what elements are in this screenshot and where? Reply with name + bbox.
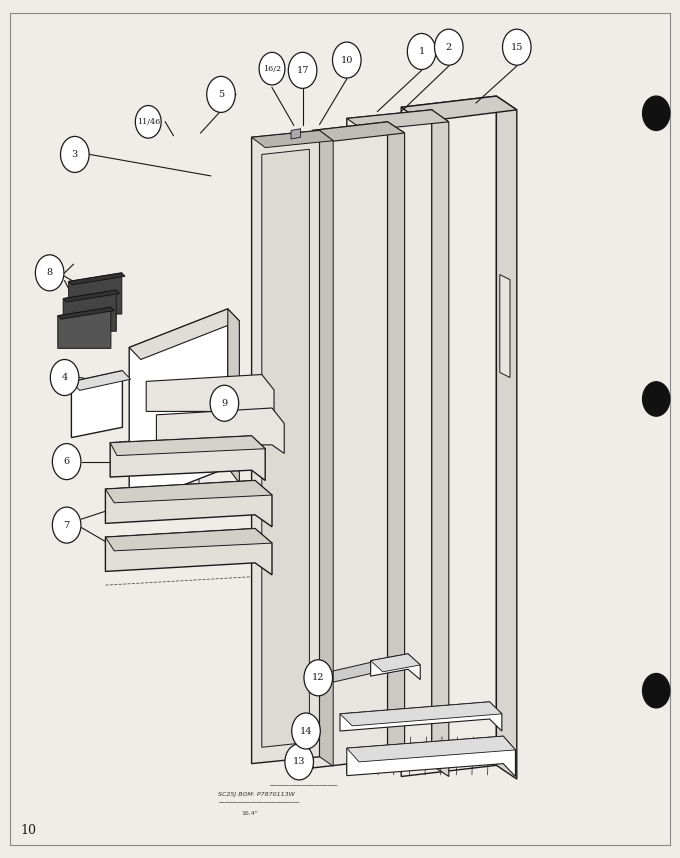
Text: 11/46: 11/46 xyxy=(137,118,160,126)
Polygon shape xyxy=(63,290,116,331)
Text: 6: 6 xyxy=(63,457,70,466)
Polygon shape xyxy=(340,702,502,731)
Circle shape xyxy=(207,76,235,112)
Polygon shape xyxy=(71,371,131,390)
Polygon shape xyxy=(496,96,517,779)
Circle shape xyxy=(435,29,463,65)
Text: ─────────────────────────: ───────────────────────── xyxy=(218,801,299,806)
Polygon shape xyxy=(129,309,228,506)
Polygon shape xyxy=(313,122,388,768)
Polygon shape xyxy=(129,309,239,360)
Text: 16.4": 16.4" xyxy=(241,811,258,816)
Polygon shape xyxy=(71,371,122,438)
Text: 13: 13 xyxy=(293,758,305,766)
Polygon shape xyxy=(262,149,309,747)
Circle shape xyxy=(259,52,285,85)
Polygon shape xyxy=(347,110,432,774)
Text: 17: 17 xyxy=(296,66,309,75)
Text: 4: 4 xyxy=(61,373,68,382)
Polygon shape xyxy=(63,290,120,302)
Polygon shape xyxy=(347,736,515,762)
Circle shape xyxy=(52,507,81,543)
Polygon shape xyxy=(313,122,405,142)
Polygon shape xyxy=(347,736,515,776)
Polygon shape xyxy=(105,480,272,527)
Text: 8: 8 xyxy=(46,269,53,277)
Text: 10: 10 xyxy=(341,56,353,64)
Text: 5: 5 xyxy=(218,90,224,99)
Text: ─────────────────────: ───────────────────── xyxy=(269,783,337,789)
Polygon shape xyxy=(69,273,125,285)
Polygon shape xyxy=(333,662,371,682)
Text: 16/2: 16/2 xyxy=(263,64,281,73)
Text: 2: 2 xyxy=(445,43,452,51)
Polygon shape xyxy=(388,122,405,770)
Circle shape xyxy=(407,33,436,69)
Circle shape xyxy=(304,660,333,696)
Circle shape xyxy=(643,382,670,416)
Text: 9: 9 xyxy=(221,399,228,408)
Polygon shape xyxy=(252,130,333,148)
Circle shape xyxy=(333,42,361,78)
Polygon shape xyxy=(58,307,114,319)
Circle shape xyxy=(643,674,670,708)
Polygon shape xyxy=(105,480,272,503)
Polygon shape xyxy=(105,529,272,551)
Polygon shape xyxy=(252,130,320,764)
Text: 7: 7 xyxy=(63,521,70,529)
Polygon shape xyxy=(105,529,272,575)
Text: 10: 10 xyxy=(20,824,37,837)
Polygon shape xyxy=(347,110,449,130)
Polygon shape xyxy=(371,654,420,680)
Polygon shape xyxy=(228,309,239,483)
Text: 14: 14 xyxy=(300,727,312,735)
Polygon shape xyxy=(401,96,496,776)
Polygon shape xyxy=(146,374,274,420)
Circle shape xyxy=(210,385,239,421)
Polygon shape xyxy=(500,275,510,378)
Circle shape xyxy=(285,744,313,780)
Text: SC25J BOM: P7870113W: SC25J BOM: P7870113W xyxy=(218,792,294,797)
Text: 12: 12 xyxy=(312,674,324,682)
Polygon shape xyxy=(110,436,265,456)
Polygon shape xyxy=(340,702,502,726)
Polygon shape xyxy=(320,130,333,766)
Polygon shape xyxy=(58,307,111,348)
Text: 1: 1 xyxy=(418,47,425,56)
Text: 15: 15 xyxy=(511,43,523,51)
Circle shape xyxy=(503,29,531,65)
Polygon shape xyxy=(110,436,265,480)
Circle shape xyxy=(292,713,320,749)
Polygon shape xyxy=(156,408,284,453)
Circle shape xyxy=(61,136,89,172)
Circle shape xyxy=(52,444,81,480)
Polygon shape xyxy=(371,654,420,672)
Text: 3: 3 xyxy=(71,150,78,159)
Polygon shape xyxy=(401,96,517,122)
Circle shape xyxy=(643,96,670,130)
Circle shape xyxy=(50,360,79,396)
Circle shape xyxy=(135,106,161,138)
Circle shape xyxy=(35,255,64,291)
Polygon shape xyxy=(432,110,449,776)
Polygon shape xyxy=(291,129,301,139)
Polygon shape xyxy=(69,273,122,314)
Circle shape xyxy=(288,52,317,88)
